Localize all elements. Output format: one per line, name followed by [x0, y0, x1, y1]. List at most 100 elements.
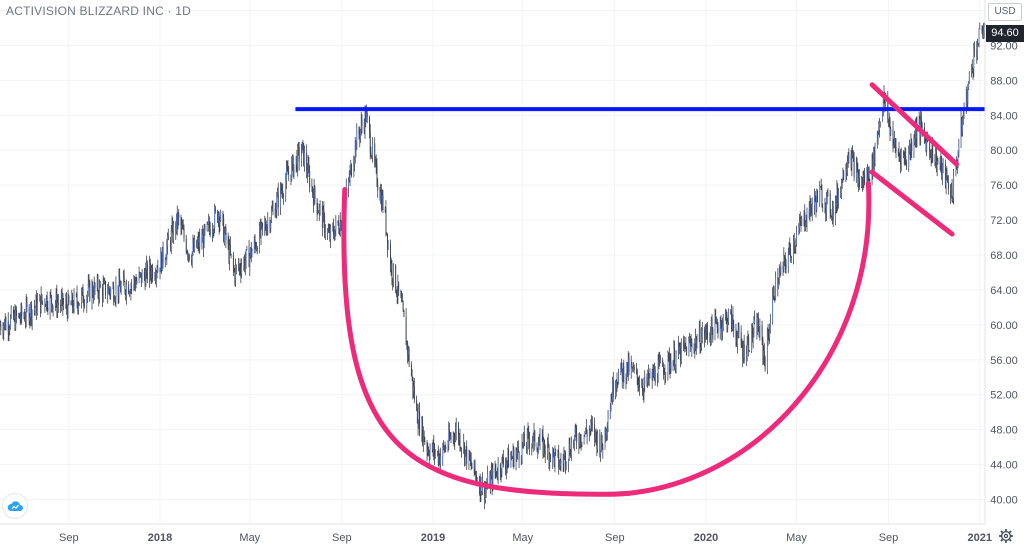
candle-body: [395, 291, 397, 295]
candle-body: [318, 206, 320, 214]
candle-body: [495, 471, 497, 473]
candle-body: [265, 228, 267, 234]
candle-body: [65, 300, 67, 305]
candle-body: [458, 434, 460, 441]
candle-body: [234, 270, 236, 280]
candle-body: [407, 349, 409, 355]
candle-body: [903, 153, 905, 158]
candle-body: [309, 170, 311, 188]
candle-body: [712, 328, 714, 340]
candle-body: [941, 165, 943, 176]
candle-body: [109, 290, 111, 295]
candle-body: [501, 457, 503, 475]
candle-body: [40, 294, 42, 313]
candle-body: [565, 452, 566, 466]
candle-body: [759, 324, 761, 337]
candle-body: [742, 347, 744, 359]
candle-body: [505, 465, 507, 470]
candle-body: [983, 30, 985, 37]
candle-body: [622, 365, 624, 381]
candle-body: [229, 245, 231, 262]
cup-curve[interactable]: [341, 180, 872, 497]
candle-body: [248, 247, 250, 267]
y-tick-label: 92.00: [990, 40, 1018, 52]
candle-body: [312, 186, 314, 195]
candle-body: [840, 193, 842, 195]
candle-body: [170, 239, 172, 247]
candle-body: [66, 307, 68, 318]
candle-body: [837, 188, 839, 204]
candle-body: [874, 144, 876, 165]
candle-body: [534, 430, 536, 447]
candle-body: [515, 454, 517, 468]
candle-body: [544, 450, 546, 454]
candle-body: [971, 66, 973, 73]
candle-body: [780, 266, 782, 271]
candle-body: [778, 273, 780, 284]
candle-body: [769, 329, 771, 339]
currency-button[interactable]: USD: [988, 3, 1022, 21]
candle-body: [68, 295, 70, 304]
candle-body: [207, 222, 209, 224]
flag-lower-line[interactable]: [869, 169, 955, 237]
candle-body: [235, 266, 237, 280]
candle-body: [673, 348, 675, 362]
candle-body: [735, 327, 737, 340]
flag-upper-line[interactable]: [869, 82, 960, 167]
candle-body: [473, 460, 475, 469]
y-tick-label: 40.00: [990, 495, 1018, 507]
x-tick-label: May: [786, 532, 807, 544]
price-axis[interactable]: 40.00 44.00 48.00 52.00 56.00 60.00 64.00 68.00…: [990, 5, 1018, 506]
candle-body: [927, 139, 928, 143]
candle-body: [971, 66, 973, 72]
candle-body: [633, 367, 635, 370]
candle-body: [471, 466, 473, 469]
candle-body: [212, 230, 213, 236]
candle-body: [61, 293, 63, 299]
candle-body: [852, 153, 854, 155]
candle-body: [574, 427, 576, 436]
candle-body: [146, 263, 148, 270]
time-axis[interactable]: Sep 2018 May Sep 2019 May Sep 2020 May Sep 2021: [59, 532, 992, 544]
candle-body: [600, 435, 602, 450]
candle-body: [479, 482, 480, 494]
y-tick-label: 64.00: [990, 285, 1018, 297]
candle-body: [244, 258, 246, 269]
candle-body: [963, 111, 965, 115]
candle-body: [699, 327, 701, 350]
candle-body: [141, 272, 143, 283]
candle-body: [327, 230, 329, 233]
candle-body: [836, 188, 838, 207]
candle-body: [232, 255, 234, 268]
candle-body: [899, 155, 901, 156]
candle-body: [476, 475, 477, 482]
candle-body: [704, 329, 706, 339]
candle-body: [950, 187, 952, 197]
candle-body: [578, 442, 580, 446]
candle-body: [181, 225, 183, 228]
candle-body: [73, 294, 75, 310]
candle-body: [197, 238, 199, 243]
candle-body: [722, 316, 724, 327]
candle-body: [464, 449, 466, 461]
candle-body: [711, 318, 713, 329]
candle-body: [894, 139, 896, 147]
candle-body: [962, 118, 964, 133]
candle-body: [460, 448, 462, 450]
candle-body: [621, 368, 623, 381]
candle-body: [239, 265, 241, 271]
candle-body: [265, 222, 267, 229]
candle-body: [117, 285, 119, 297]
candle-body: [758, 330, 760, 337]
gear-icon[interactable]: [998, 528, 1014, 544]
candle-body: [657, 382, 658, 384]
candle-body: [384, 208, 386, 211]
last-price-tag: 94.60: [986, 25, 1024, 42]
candle-body: [334, 229, 336, 239]
candle-body: [360, 129, 361, 139]
candle-body: [400, 291, 402, 298]
tradingview-cloud-icon[interactable]: [3, 494, 27, 518]
candle-body: [98, 293, 100, 299]
candle-body: [885, 99, 887, 105]
